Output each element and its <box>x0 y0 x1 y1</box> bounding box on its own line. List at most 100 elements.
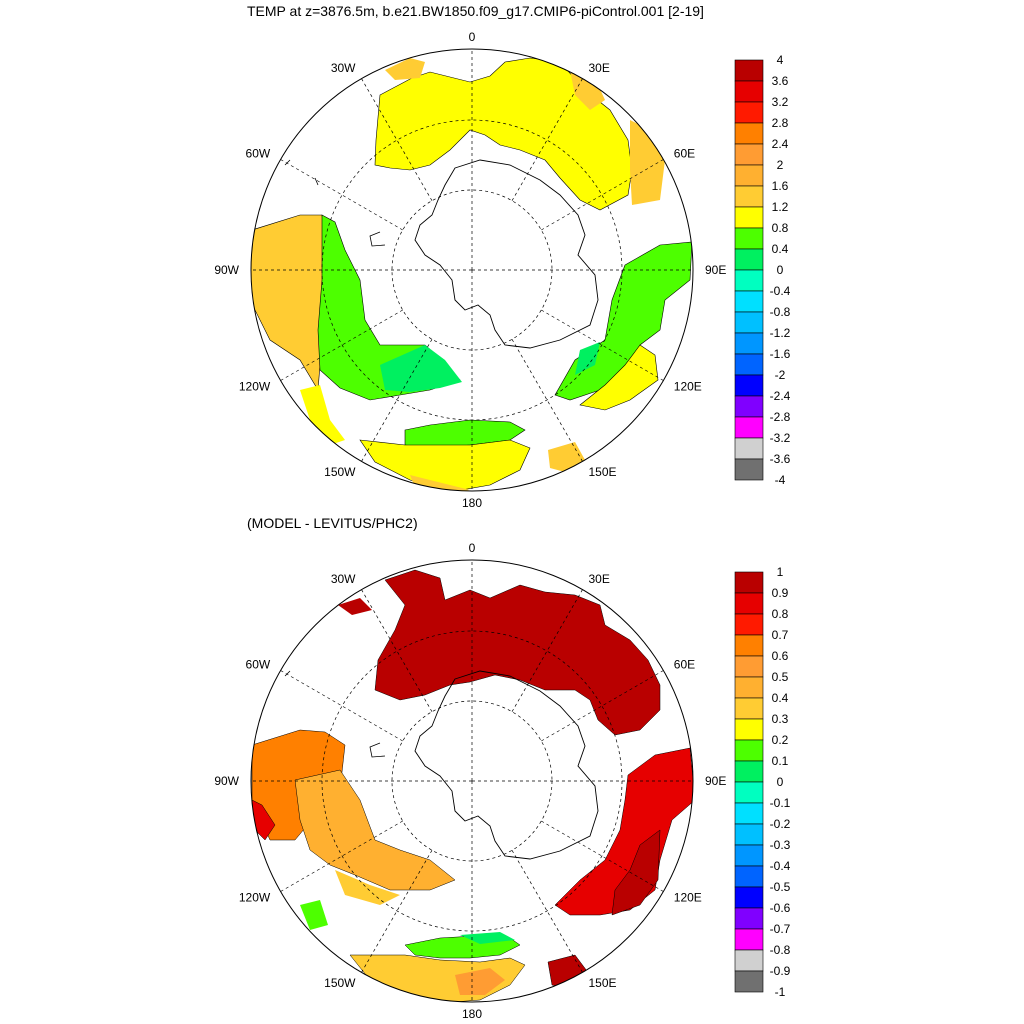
colorbar-swatch <box>734 865 764 888</box>
longitude-label: 120W <box>239 380 271 394</box>
longitude-label: 0 <box>469 30 476 44</box>
colorbar-tick-label: -0.2 <box>770 817 791 831</box>
longitude-label: 30W <box>331 572 356 586</box>
longitude-label: 150W <box>324 465 356 479</box>
colorbar-tick-label: 0.6 <box>772 649 789 663</box>
longitude-label: 90E <box>705 774 726 788</box>
colorbar-swatch <box>734 353 764 376</box>
colorbar-swatch <box>734 760 764 783</box>
coastline-antarctica <box>414 670 599 860</box>
field-region-south-teal <box>460 932 515 944</box>
colorbar-swatch <box>734 185 764 208</box>
longitude-label: 90W <box>214 263 239 277</box>
longitude-label: 150W <box>324 976 356 990</box>
colorbar-swatch <box>734 928 764 951</box>
colorbar-tick-label: -0.8 <box>770 305 791 319</box>
colorbar-swatch <box>734 571 764 594</box>
colorbar-tick-label: 2.8 <box>772 116 789 130</box>
colorbar-tick-label: 2.4 <box>772 137 789 151</box>
colorbar-tick-label: -1 <box>775 985 786 999</box>
panel-title-difference: (MODEL - LEVITUS/PHC2) <box>247 515 418 531</box>
colorbar-swatch <box>734 802 764 825</box>
colorbar-tick-label: -1.2 <box>770 326 791 340</box>
graticule-meridians <box>251 560 693 1002</box>
longitude-label: 30W <box>331 61 356 75</box>
colorbar-swatch <box>734 676 764 699</box>
longitude-label: 60E <box>674 147 695 161</box>
colorbar-tick-label: 0.3 <box>772 712 789 726</box>
colorbar-tick-label: 0.4 <box>772 242 789 256</box>
longitude-label: 30E <box>589 61 610 75</box>
longitude-label: 30E <box>589 572 610 586</box>
colorbar-tick-label: -3.2 <box>770 431 791 445</box>
colorbar-swatch <box>734 844 764 867</box>
longitude-label: 60W <box>246 658 271 672</box>
longitude-label: 150E <box>589 465 617 479</box>
colorbar-tick-label: 0.8 <box>772 221 789 235</box>
longitude-label: 180 <box>462 1007 482 1021</box>
colorbar-swatch <box>734 80 764 103</box>
colorbar-tick-label: -0.1 <box>770 796 791 810</box>
colorbar-swatch <box>734 458 764 481</box>
field-region-west-yellow <box>335 870 400 905</box>
colorbar-tick-label: -0.8 <box>770 943 791 957</box>
longitude-label: 120E <box>674 380 702 394</box>
colorbar-swatch <box>734 311 764 334</box>
field-region-nw-red <box>338 598 372 615</box>
field-region-atlantic-warm <box>630 120 665 205</box>
colorbar-swatch <box>734 613 764 636</box>
colorbar-swatch <box>734 739 764 762</box>
colorbar-swatch <box>734 655 764 678</box>
colorbar-tick-label: 3.2 <box>772 95 789 109</box>
colorbar-swatch <box>734 332 764 355</box>
colorbar-swatch <box>734 781 764 804</box>
field-region-atlantic-red <box>374 569 661 736</box>
colorbar-swatch <box>734 437 764 460</box>
field-region-sw-green <box>300 900 328 930</box>
colorbar-tick-label: 4 <box>777 53 784 67</box>
colorbar-swatch <box>734 206 764 229</box>
colorbar-swatch <box>734 248 764 271</box>
colorbar-tick-label: 1.2 <box>772 200 789 214</box>
longitude-label: 60E <box>674 658 695 672</box>
colorbar-tick-label: -3.6 <box>770 452 791 466</box>
longitude-label: 90E <box>705 263 726 277</box>
graticule-meridians <box>251 49 693 491</box>
field-region-east-yellow <box>579 344 659 411</box>
field-region-north-warm <box>385 58 425 80</box>
longitude-label: 90W <box>214 774 239 788</box>
colorbar-tick-label: -2.8 <box>770 410 791 424</box>
colorbar-tick-label: 0.8 <box>772 607 789 621</box>
colorbar-temp: 4 3.6 3.2 2.8 2.4 2 1.6 1.2 0.8 0.4 0 -0.4 -0.8 -1.2 -… <box>734 53 791 487</box>
colorbar-tick-label: 0.9 <box>772 586 789 600</box>
colorbar-swatch <box>734 718 764 741</box>
polar-map-temp: 0 30E 60E 90E 120E 150E 180 150W 120W 90W 60W 30W <box>214 30 726 510</box>
colorbar-tick-label: 2 <box>777 158 784 172</box>
colorbar-swatch <box>734 143 764 166</box>
colorbar-tick-label: 0.4 <box>772 691 789 705</box>
colorbar-tick-label: 0.2 <box>772 733 789 747</box>
field-region-south-yellow <box>359 439 531 491</box>
colorbar-tick-label: 3.6 <box>772 74 789 88</box>
colorbar-tick-label: -0.9 <box>770 964 791 978</box>
field-region-east-teal <box>575 342 600 375</box>
colorbar-swatch <box>734 697 764 720</box>
field-region-west-teal <box>380 345 462 392</box>
field-region-south-orange <box>455 968 505 995</box>
field-region-east-darkred <box>611 829 661 916</box>
polar-map-difference: 0 30E 60E 90E 120E 150E 180 150W 120W 90W 60W 30W <box>214 541 726 1021</box>
colorbar-tick-label: 0.5 <box>772 670 789 684</box>
colorbar-tick-label: -0.5 <box>770 880 791 894</box>
colorbar-swatch <box>734 416 764 439</box>
colorbar-swatch <box>734 101 764 124</box>
colorbar-tick-label: -2.4 <box>770 389 791 403</box>
colorbar-swatch <box>734 823 764 846</box>
coastline-antarctica <box>414 159 599 349</box>
colorbar-tick-label: 0 <box>777 775 784 789</box>
colorbar-tick-label: 1 <box>777 565 784 579</box>
longitude-labels: 0 30E 60E 90E 120E 150E 180 150W 120W 90W 60W 30W <box>214 541 726 1021</box>
longitude-label: 120W <box>239 891 271 905</box>
colorbar-swatch <box>734 886 764 909</box>
colorbar-tick-label: -0.3 <box>770 838 791 852</box>
